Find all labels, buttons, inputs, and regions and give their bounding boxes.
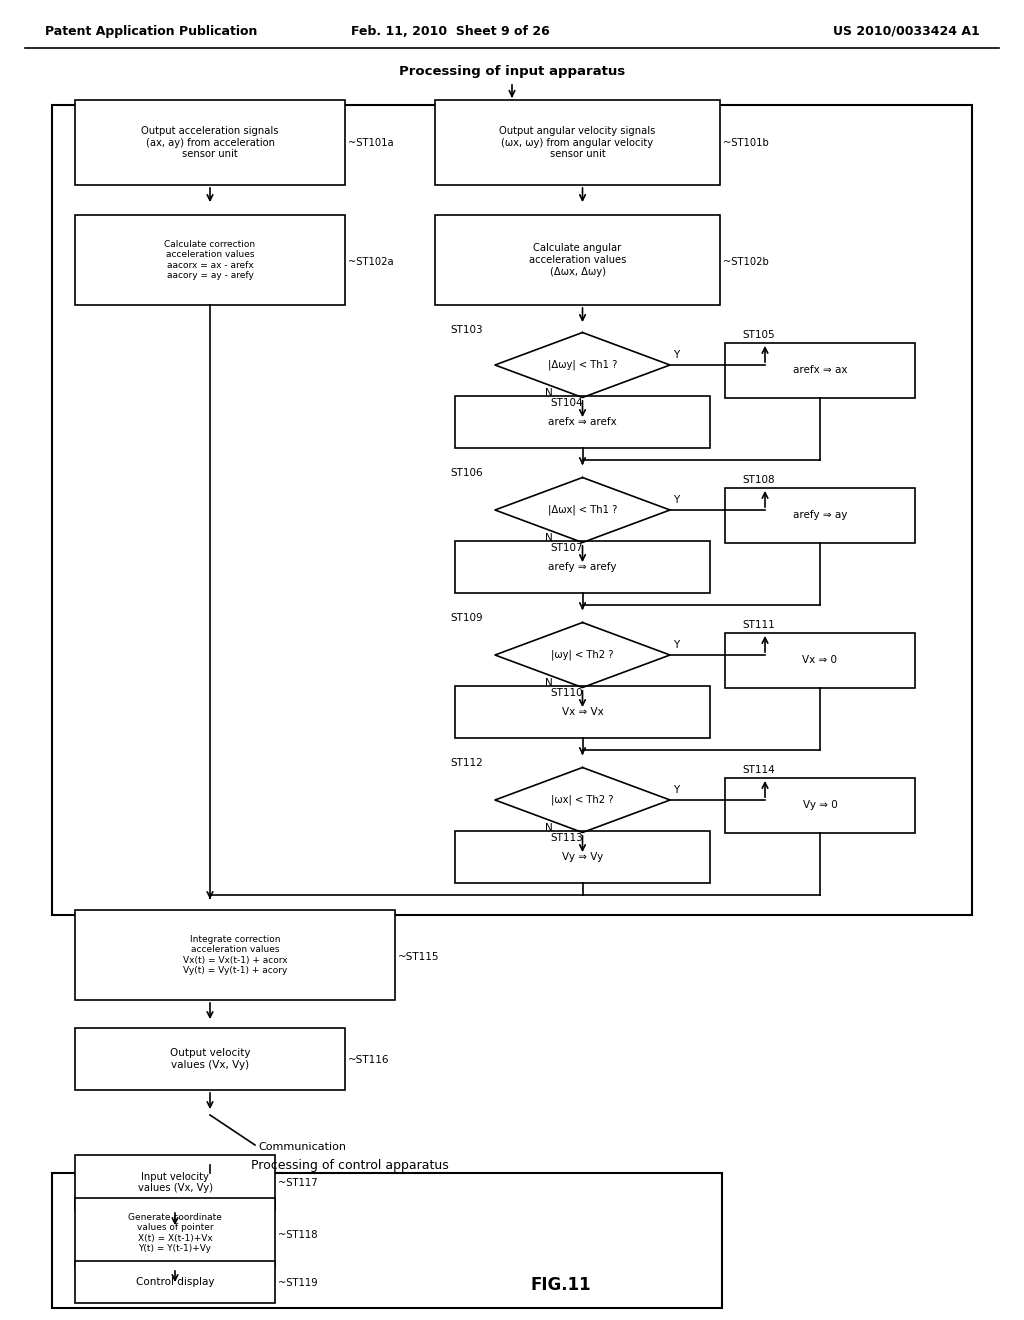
Text: Input velocity
values (Vx, Vy): Input velocity values (Vx, Vy)	[137, 1172, 213, 1193]
FancyBboxPatch shape	[725, 634, 915, 688]
Text: |Δωx| < Th1 ?: |Δωx| < Th1 ?	[548, 504, 617, 515]
Text: Vy ⇒ 0: Vy ⇒ 0	[803, 800, 838, 810]
Text: ~ST102a: ~ST102a	[348, 257, 393, 267]
Text: ST111: ST111	[742, 620, 775, 630]
Text: Processing of input apparatus: Processing of input apparatus	[399, 66, 625, 78]
Text: arefx ⇒ arefx: arefx ⇒ arefx	[548, 417, 616, 426]
Text: ST114: ST114	[742, 766, 775, 775]
Text: ST109: ST109	[450, 612, 482, 623]
Text: Vx ⇒ Vx: Vx ⇒ Vx	[561, 708, 603, 717]
Text: N: N	[545, 388, 553, 399]
Text: Output velocity
values (Vx, Vy): Output velocity values (Vx, Vy)	[170, 1048, 250, 1069]
Text: Calculate angular
acceleration values
(Δωx, Δωy): Calculate angular acceleration values (Δ…	[528, 243, 627, 277]
Text: Y: Y	[673, 495, 679, 506]
Text: Patent Application Publication: Patent Application Publication	[45, 25, 257, 38]
Text: ~ST101b: ~ST101b	[723, 139, 769, 148]
Text: ST104: ST104	[550, 399, 583, 408]
FancyBboxPatch shape	[455, 686, 710, 738]
Text: ST105: ST105	[742, 330, 774, 341]
Text: Communication: Communication	[258, 1142, 346, 1152]
FancyBboxPatch shape	[455, 541, 710, 593]
FancyBboxPatch shape	[725, 777, 915, 833]
Text: |Δωy| < Th1 ?: |Δωy| < Th1 ?	[548, 360, 617, 370]
Text: Feb. 11, 2010  Sheet 9 of 26: Feb. 11, 2010 Sheet 9 of 26	[350, 25, 549, 38]
FancyBboxPatch shape	[725, 343, 915, 399]
Text: Y: Y	[673, 350, 679, 360]
Text: arefx ⇒ ax: arefx ⇒ ax	[793, 366, 847, 375]
Text: Output acceleration signals
(ax, ay) from acceleration
sensor unit: Output acceleration signals (ax, ay) fro…	[141, 125, 279, 160]
Text: FIG.11: FIG.11	[530, 1276, 591, 1294]
Text: ST107: ST107	[550, 543, 583, 553]
FancyBboxPatch shape	[455, 396, 710, 447]
Text: ~ST115: ~ST115	[398, 952, 439, 962]
Text: |ωx| < Th2 ?: |ωx| < Th2 ?	[551, 795, 613, 805]
Text: Generate coordinate
values of pointer
X(t) = X(t-1)+Vx
Y(t) = Y(t-1)+Vy: Generate coordinate values of pointer X(…	[128, 1213, 222, 1253]
Text: N: N	[545, 678, 553, 688]
Text: ST108: ST108	[742, 475, 774, 484]
FancyBboxPatch shape	[75, 1155, 275, 1210]
Text: Vx ⇒ 0: Vx ⇒ 0	[803, 656, 838, 665]
FancyBboxPatch shape	[435, 215, 720, 305]
FancyBboxPatch shape	[455, 832, 710, 883]
Text: Calculate correction
acceleration values
aacorx = ax - arefx
aacory = ay - arefy: Calculate correction acceleration values…	[165, 240, 256, 280]
Text: N: N	[545, 822, 553, 833]
Text: US 2010/0033424 A1: US 2010/0033424 A1	[834, 25, 980, 38]
Text: |ωy| < Th2 ?: |ωy| < Th2 ?	[551, 649, 613, 660]
Text: Control display: Control display	[136, 1276, 214, 1287]
Text: ~ST116: ~ST116	[348, 1055, 389, 1065]
Text: arefy ⇒ arefy: arefy ⇒ arefy	[548, 562, 616, 572]
FancyBboxPatch shape	[75, 100, 345, 185]
Text: Output angular velocity signals
(ωx, ωy) from angular velocity
sensor unit: Output angular velocity signals (ωx, ωy)…	[500, 125, 655, 160]
FancyBboxPatch shape	[75, 1199, 275, 1269]
Text: ST103: ST103	[450, 325, 482, 335]
Text: Integrate correction
acceleration values
Vx(t) = Vx(t-1) + acorx
Vy(t) = Vy(t-1): Integrate correction acceleration values…	[182, 935, 288, 975]
FancyBboxPatch shape	[75, 909, 395, 1001]
Text: ST110: ST110	[550, 688, 583, 698]
Text: ~ST119: ~ST119	[278, 1278, 317, 1288]
Text: ~ST117: ~ST117	[278, 1177, 317, 1188]
Text: arefy ⇒ ay: arefy ⇒ ay	[793, 511, 847, 520]
FancyBboxPatch shape	[725, 488, 915, 543]
Text: Processing of control apparatus: Processing of control apparatus	[251, 1159, 449, 1172]
FancyBboxPatch shape	[75, 1028, 345, 1090]
Text: ST113: ST113	[550, 833, 583, 843]
Text: ~ST101a: ~ST101a	[348, 139, 393, 148]
Text: ST112: ST112	[450, 758, 482, 768]
Text: ST106: ST106	[450, 469, 482, 478]
Text: Y: Y	[673, 785, 679, 795]
Text: Y: Y	[673, 640, 679, 649]
Text: ~ST102b: ~ST102b	[723, 257, 769, 267]
FancyBboxPatch shape	[75, 1261, 275, 1303]
Text: ~ST118: ~ST118	[278, 1230, 317, 1239]
FancyBboxPatch shape	[75, 215, 345, 305]
Text: N: N	[545, 533, 553, 543]
Text: Vy ⇒ Vy: Vy ⇒ Vy	[562, 851, 603, 862]
FancyBboxPatch shape	[435, 100, 720, 185]
